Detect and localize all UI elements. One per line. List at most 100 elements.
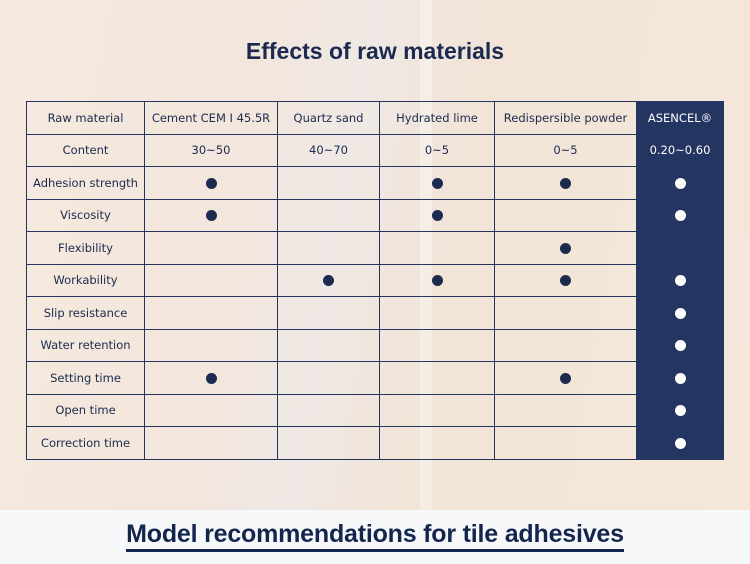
section-heading: Model recommendations for tile adhesives [0,520,750,552]
row-label: Viscosity [26,198,145,232]
mark-cell [144,328,278,362]
row-label: Content [26,133,145,167]
content-value: 0~5 [379,133,495,167]
mark-cell [277,296,380,330]
mark-cell [636,263,724,297]
mark-cell [494,231,637,265]
mark-cell [636,426,724,460]
mark-cell [144,296,278,330]
header-cell: ASENCEL® [636,101,724,135]
table-row: Adhesion strength [26,166,724,200]
mark-cell [144,166,278,200]
mark-cell [144,198,278,232]
mark-cell [379,393,495,427]
dot-icon [674,307,686,319]
mark-cell [144,361,278,395]
page-title: Effects of raw materials [245,38,505,64]
mark-cell [379,361,495,395]
mark-cell [494,166,637,200]
dot-icon [674,275,686,287]
mark-cell [277,426,380,460]
mark-cell [277,198,380,232]
dot-icon [205,177,217,189]
mark-cell [494,328,637,362]
header-row: Raw material Cement CEM I 45.5R Quartz san… [26,101,724,135]
row-label: Water retention [26,328,145,362]
table-row: Flexibility [26,231,724,265]
mark-cell [379,328,495,362]
dot-icon [431,210,443,222]
dot-icon [431,275,443,287]
dot-icon [431,177,443,189]
mark-cell [379,166,495,200]
mark-cell [379,231,495,265]
header-cell: Cement CEM I 45.5R [144,101,278,135]
mark-cell [379,296,495,330]
mark-cell [494,393,637,427]
mark-cell [379,198,495,232]
content-value: 40~70 [277,133,380,167]
raw-materials-table: Raw material Cement CEM I 45.5R Quartz san… [26,101,724,460]
mark-cell [636,328,724,362]
dot-icon [674,372,686,384]
dot-icon [560,177,571,189]
header-cell: Hydrated lime [379,101,495,135]
mark-cell [277,231,380,265]
row-label: Open time [26,393,145,427]
content-value: 0.20~0.60 [636,133,724,167]
table-row: Correction time [26,426,724,460]
mark-cell [277,393,380,427]
mark-cell [494,426,637,460]
mark-cell [277,361,380,395]
table-row: Viscosity [26,198,724,232]
mark-cell [144,426,278,460]
row-label: Workability [26,263,145,297]
row-label: Correction time [26,426,145,460]
dot-icon [674,177,686,189]
section-heading-text: Model recommendations for tile adhesives [126,520,624,552]
dot-icon [560,275,571,287]
mark-cell [636,231,724,265]
header-cell: Quartz sand [277,101,380,135]
header-cell: Redispersible powder [494,101,637,135]
dot-icon [674,405,686,417]
content-row: Content 30~50 40~70 0~5 0~5 0.20~0.60 [26,133,724,167]
mark-cell [144,231,278,265]
dot-icon [560,242,571,254]
mark-cell [494,263,637,297]
table-row: Open time [26,393,724,427]
mark-cell [144,393,278,427]
row-label: Adhesion strength [26,166,145,200]
table-row: Workability [26,263,724,297]
mark-cell [636,166,724,200]
row-label: Flexibility [26,231,145,265]
mark-cell [277,328,380,362]
dot-icon [674,210,686,222]
header-cell: Raw material [26,101,145,135]
dot-icon [205,210,217,222]
mark-cell [494,198,637,232]
mark-cell [379,426,495,460]
mark-cell [636,361,724,395]
table-row: Setting time [26,361,724,395]
mark-cell [494,361,637,395]
mark-cell [636,198,724,232]
mark-cell [494,296,637,330]
dot-icon [674,340,686,352]
row-label: Slip resistance [26,296,145,330]
mark-cell [379,263,495,297]
dot-icon [560,372,571,384]
content-value: 0~5 [494,133,637,167]
table-row: Water retention [26,328,724,362]
content-value: 30~50 [144,133,278,167]
row-label: Setting time [26,361,145,395]
mark-cell [277,166,380,200]
mark-cell [636,296,724,330]
mark-cell [277,263,380,297]
mark-cell [636,393,724,427]
dot-icon [674,437,686,449]
dot-icon [323,275,334,287]
mark-cell [144,263,278,297]
table-row: Slip resistance [26,296,724,330]
dot-icon [205,372,217,384]
